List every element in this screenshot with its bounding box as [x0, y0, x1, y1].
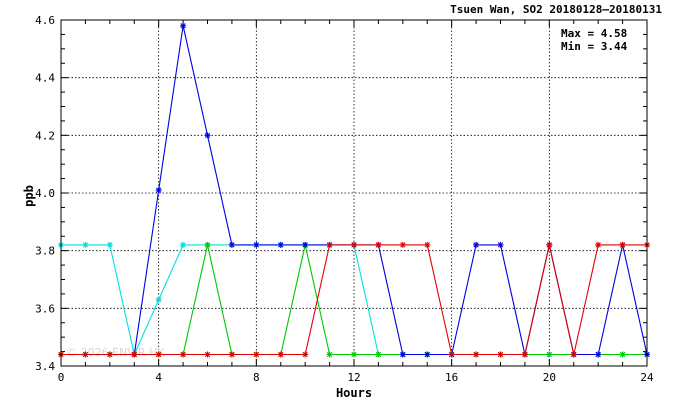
data-point-marker [546, 241, 553, 248]
data-point-marker [473, 241, 480, 248]
x-tick-label: 24 [640, 371, 654, 384]
data-point-marker [204, 351, 211, 358]
data-point-marker [204, 241, 211, 248]
tick-marks [60, 19, 648, 367]
data-point-marker [106, 351, 113, 358]
data-point-marker [619, 351, 626, 358]
data-point-marker [155, 296, 162, 303]
data-point-marker [180, 22, 187, 29]
data-point-marker [595, 351, 602, 358]
data-point-marker [180, 351, 187, 358]
data-point-marker [399, 351, 406, 358]
data-point-marker [302, 351, 309, 358]
y-tick-labels: 3.4 3.6 3.8 4.0 4.2 4.4 4.6 [35, 14, 55, 373]
data-point-marker [473, 351, 480, 358]
max-annotation: Max = 4.58 [561, 27, 627, 40]
data-point-marker [448, 351, 455, 358]
x-tick-label: 8 [253, 371, 260, 384]
data-point-marker [155, 187, 162, 194]
data-point-marker [228, 241, 235, 248]
data-point-marker [326, 241, 333, 248]
data-point-marker [180, 241, 187, 248]
chart-title: Tsuen Wan, SO2 20180128–20180131 [450, 3, 662, 16]
data-point-marker [399, 241, 406, 248]
data-point-marker [277, 241, 284, 248]
y-tick-label: 4.0 [35, 187, 55, 200]
y-tick-label: 4.6 [35, 14, 55, 27]
data-point-marker [424, 351, 431, 358]
watermark-text: © 2026 ENVIR HK [66, 346, 165, 359]
data-point-marker [253, 351, 260, 358]
data-point-marker [326, 351, 333, 358]
data-point-marker [204, 132, 211, 139]
data-point-marker [375, 241, 382, 248]
data-point-marker [497, 351, 504, 358]
data-point-marker [82, 351, 89, 358]
data-point-marker [277, 351, 284, 358]
data-point-marker [375, 351, 382, 358]
y-tick-label: 3.6 [35, 302, 55, 315]
data-point-marker [497, 241, 504, 248]
x-axis-title: Hours [336, 386, 372, 400]
data-point-marker [302, 241, 309, 248]
x-tick-label: 16 [445, 371, 458, 384]
data-point-marker [82, 241, 89, 248]
x-tick-label: 4 [155, 371, 162, 384]
data-point-marker [546, 351, 553, 358]
data-point-marker [351, 351, 357, 358]
min-annotation: Min = 3.44 [561, 40, 628, 53]
series-markers [58, 22, 650, 358]
x-tick-label: 12 [347, 371, 360, 384]
y-tick-label: 3.4 [35, 360, 55, 373]
data-point-marker [521, 351, 528, 358]
data-point-marker [351, 241, 357, 248]
x-tick-labels: 0 4 8 12 16 20 24 [58, 371, 654, 384]
data-point-marker [155, 351, 162, 358]
data-point-marker [570, 351, 577, 358]
plot-frame [60, 19, 648, 367]
y-tick-label: 4.4 [35, 72, 55, 85]
data-point-marker [595, 241, 602, 248]
x-tick-label: 20 [543, 371, 556, 384]
data-point-marker [131, 351, 138, 358]
data-point-marker [228, 351, 235, 358]
data-point-marker [253, 241, 260, 248]
data-point-marker [106, 241, 113, 248]
y-tick-label: 4.2 [35, 129, 55, 142]
data-point-marker [424, 241, 431, 248]
y-axis-title: ppb [22, 185, 36, 207]
y-tick-label: 3.8 [35, 245, 55, 258]
data-point-marker [619, 241, 626, 248]
x-tick-label: 0 [58, 371, 65, 384]
